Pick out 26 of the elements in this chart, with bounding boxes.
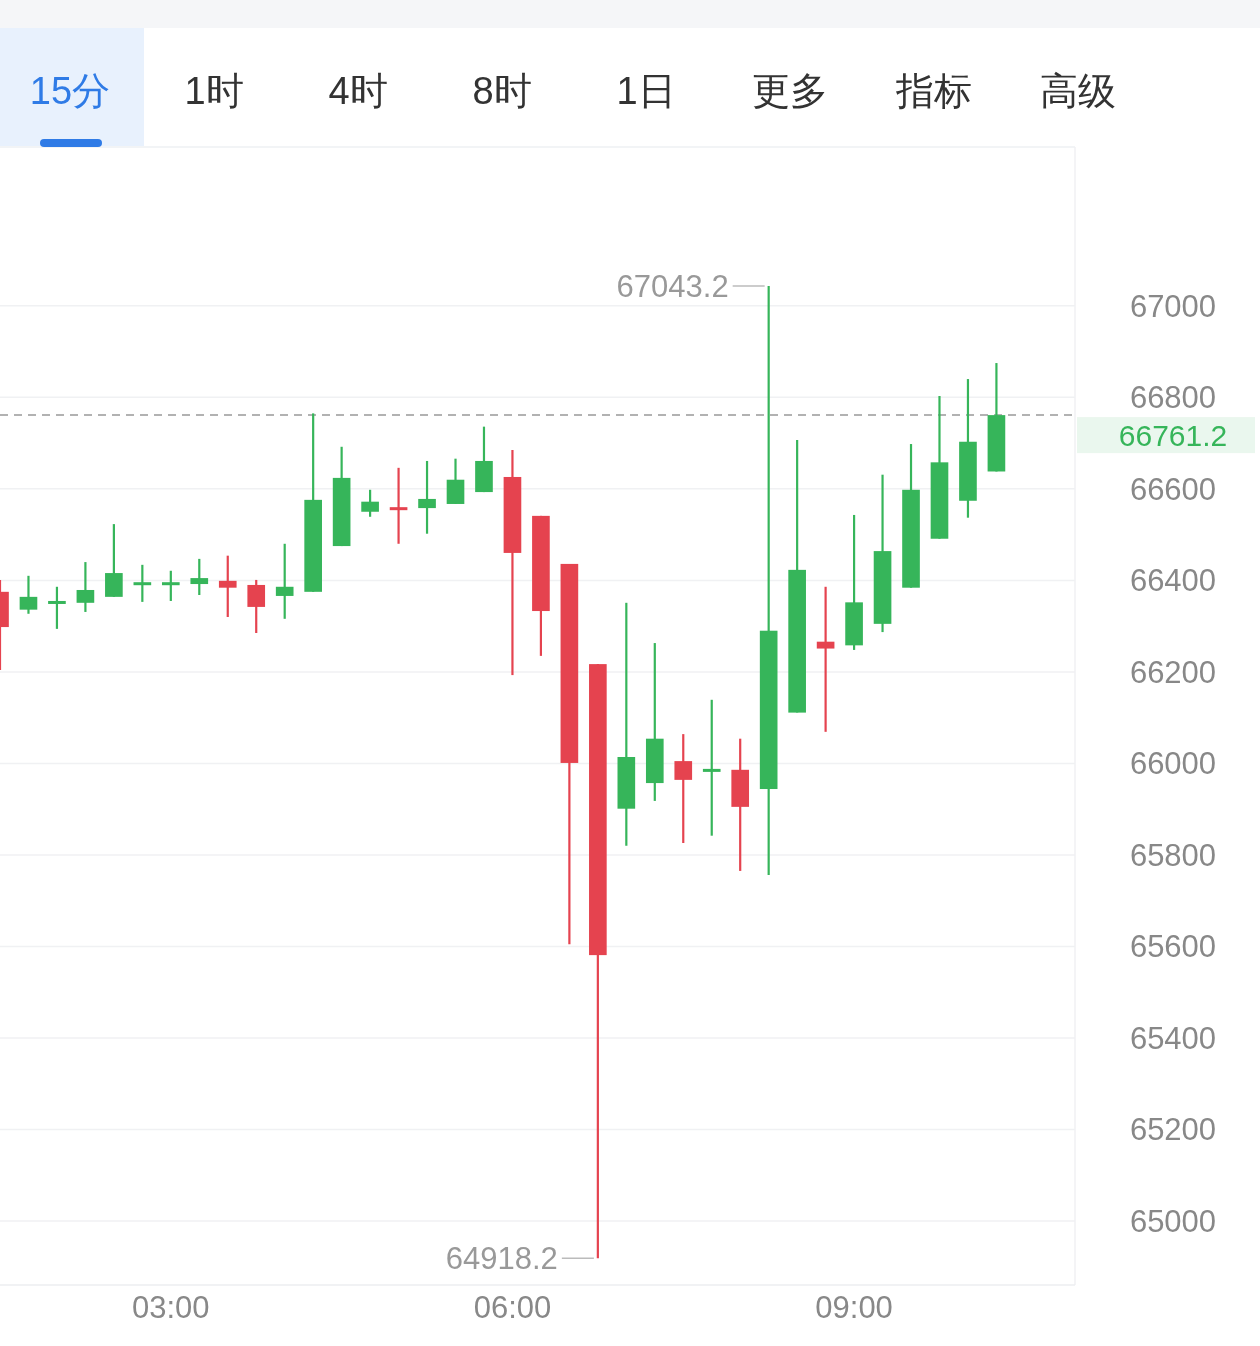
annotation: 64918.2 bbox=[445, 1241, 558, 1277]
y-tick-label: 66800 bbox=[1129, 380, 1217, 416]
y-tick-label: 65600 bbox=[1129, 929, 1217, 965]
x-tick-label: 06:00 bbox=[473, 1290, 552, 1325]
text: 8时 bbox=[472, 70, 532, 112]
x-tick-label: 09:00 bbox=[815, 1290, 893, 1325]
price-tag: 66761.2 bbox=[1077, 417, 1255, 454]
annotation: 67043.2 bbox=[616, 269, 729, 305]
text: 1日 bbox=[616, 70, 676, 112]
y-tick-label: 65200 bbox=[1129, 1112, 1217, 1148]
ref-line-label: 66761.2 bbox=[1118, 419, 1228, 453]
x-tick-label: 03:00 bbox=[132, 1290, 210, 1325]
text: 1时 bbox=[184, 70, 244, 112]
y-tick-label: 65800 bbox=[1129, 837, 1217, 873]
y-tick-label: 65000 bbox=[1129, 1203, 1217, 1239]
y-tick-label: 66200 bbox=[1129, 654, 1217, 690]
text: 指标 bbox=[895, 70, 972, 112]
y-tick-label: 66000 bbox=[1129, 746, 1217, 782]
y-tick-label: 67000 bbox=[1129, 288, 1217, 324]
y-tick-label: 66600 bbox=[1129, 471, 1217, 507]
y-tick-label: 66400 bbox=[1129, 563, 1217, 599]
text: 更多 bbox=[752, 70, 828, 112]
text: 4时 bbox=[328, 70, 388, 112]
text: 15分 bbox=[29, 70, 111, 112]
text: 高级 bbox=[1040, 70, 1116, 112]
y-tick-label: 65400 bbox=[1129, 1020, 1217, 1056]
